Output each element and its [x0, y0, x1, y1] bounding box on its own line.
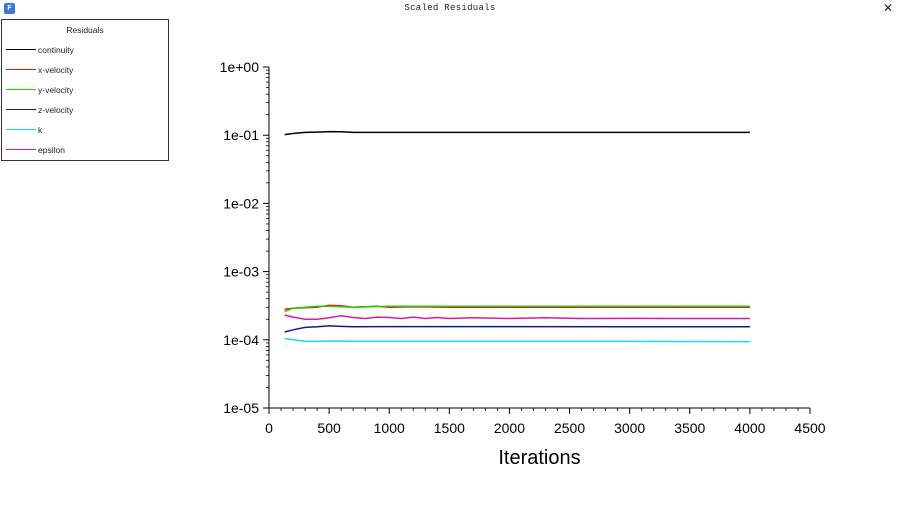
legend-swatch [6, 69, 36, 70]
legend: Residuals continuity x-velocity y-velocity… [1, 19, 169, 161]
close-button[interactable]: ✕ [882, 1, 894, 15]
legend-item-z-velocity: z-velocity [2, 104, 168, 116]
y-tick-label: 1e-02 [223, 195, 259, 211]
legend-swatch [6, 89, 36, 90]
legend-label: y-velocity [38, 85, 74, 95]
x-tick-label: 3500 [674, 420, 705, 436]
window-title: Scaled Residuals [404, 3, 496, 13]
x-tick-label: 2000 [494, 420, 525, 436]
legend-label: epsilon [38, 145, 65, 155]
legend-item-continuity: continuity [2, 44, 168, 56]
x-tick-label: 0 [265, 420, 273, 436]
x-tick-label: 2500 [554, 420, 585, 436]
legend-title: Residuals [66, 25, 104, 35]
y-tick-label: 1e-03 [223, 264, 259, 280]
legend-item-x-velocity: x-velocity [2, 64, 168, 76]
legend-label: z-velocity [38, 105, 74, 115]
y-tick-label: 1e-04 [223, 332, 259, 348]
legend-swatch [6, 129, 36, 130]
series-line-continuity [284, 130, 750, 136]
legend-swatch [6, 109, 36, 110]
legend-item-epsilon: epsilon [2, 144, 168, 156]
series-line-y-velocity [284, 305, 750, 313]
legend-label: x-velocity [38, 65, 74, 75]
y-tick-label: 1e-05 [223, 400, 259, 416]
app-icon: F [4, 3, 15, 14]
series-line-z-velocity [284, 325, 750, 333]
legend-label: continuity [38, 45, 74, 55]
legend-swatch [6, 149, 36, 150]
x-tick-label: 3000 [614, 420, 645, 436]
title-bar: F Scaled Residuals ✕ [0, 0, 900, 17]
y-tick-label: 1e+00 [220, 59, 260, 75]
y-tick-label: 1e-01 [223, 127, 259, 143]
x-tick-label: 1500 [434, 420, 465, 436]
legend-label: k [38, 125, 43, 135]
series-line-k [284, 337, 750, 343]
legend-swatch [6, 49, 36, 50]
x-tick-label: 4000 [734, 420, 765, 436]
series-line-epsilon [284, 314, 750, 321]
x-axis-label: Iterations [498, 447, 580, 469]
x-tick-label: 1000 [374, 420, 405, 436]
legend-item-k: k [2, 124, 168, 136]
legend-item-y-velocity: y-velocity [2, 84, 168, 96]
x-tick-label: 4500 [794, 420, 825, 436]
x-tick-label: 500 [317, 420, 341, 436]
